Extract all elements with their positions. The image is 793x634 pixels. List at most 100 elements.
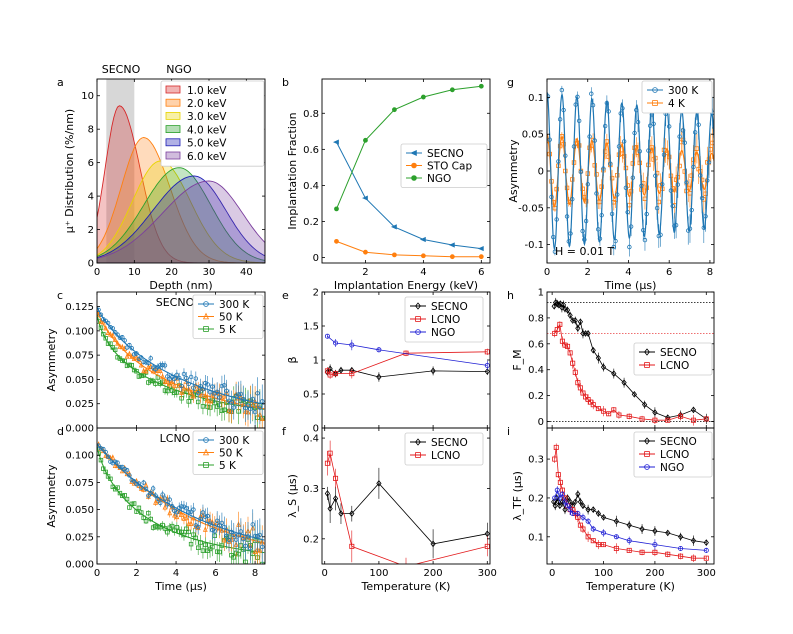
data-point xyxy=(236,533,241,538)
data-point xyxy=(651,121,656,126)
data-point xyxy=(639,549,645,555)
data-point xyxy=(477,245,484,252)
data-point xyxy=(652,87,658,93)
data-point xyxy=(703,555,709,561)
data-point xyxy=(179,529,184,535)
data-point xyxy=(571,144,577,149)
data-point xyxy=(649,145,655,150)
data-point xyxy=(595,542,601,548)
data-point xyxy=(105,454,111,459)
data-point xyxy=(238,391,244,397)
data-point xyxy=(172,376,177,382)
data-point xyxy=(205,513,210,519)
data-point xyxy=(184,375,189,381)
data-point xyxy=(172,512,177,518)
y-tick-label: 0.1 xyxy=(528,532,544,543)
data-point xyxy=(162,526,168,531)
data-point xyxy=(415,329,421,335)
data-point xyxy=(160,492,165,497)
data-point xyxy=(138,361,144,368)
legend-entry: 50 K xyxy=(219,447,244,459)
data-point xyxy=(219,520,225,526)
data-point xyxy=(162,388,168,393)
data-point xyxy=(200,387,206,392)
data-point xyxy=(97,443,101,448)
data-point xyxy=(690,417,696,423)
data-point xyxy=(557,117,563,122)
data-point xyxy=(248,406,253,412)
legend-swatch xyxy=(165,138,181,147)
data-point xyxy=(324,368,330,374)
legend-swatch xyxy=(165,98,181,107)
x-tick-label: 4 xyxy=(625,267,631,278)
data-point xyxy=(582,237,587,242)
data-point xyxy=(611,370,617,377)
data-point xyxy=(572,369,578,375)
data-point xyxy=(129,363,134,368)
data-point xyxy=(595,406,601,412)
data-point xyxy=(419,236,426,243)
y-axis-label: Asymmetry xyxy=(507,139,520,203)
data-point xyxy=(105,341,111,346)
x-axis-label: Temperature (K) xyxy=(585,580,675,593)
data-point xyxy=(705,178,710,183)
data-point xyxy=(165,502,170,507)
data-point xyxy=(134,509,139,514)
data-point xyxy=(219,383,225,389)
series-line xyxy=(336,240,482,258)
data-point xyxy=(162,378,168,384)
data-point xyxy=(590,402,596,408)
y-tick-label: 0 xyxy=(538,417,544,428)
data-point xyxy=(600,514,607,521)
data-point xyxy=(165,374,170,379)
y-tick-label: 0.000 xyxy=(65,560,94,571)
data-point xyxy=(198,540,203,545)
y-tick-label: 0.000 xyxy=(65,424,94,435)
data-point xyxy=(668,188,674,193)
data-point xyxy=(585,506,591,513)
data-point xyxy=(167,509,173,516)
data-point xyxy=(177,375,182,381)
data-point xyxy=(615,173,620,178)
data-point xyxy=(179,383,184,389)
data-point xyxy=(658,232,663,237)
data-point xyxy=(694,146,700,151)
y-tick-label: 0.1 xyxy=(528,93,544,104)
data-point xyxy=(652,549,658,555)
data-point xyxy=(198,384,203,389)
data-point xyxy=(349,371,355,377)
y-tick-label: 0 xyxy=(538,167,544,178)
data-point xyxy=(324,490,331,497)
y-tick-label: 8 xyxy=(88,125,94,136)
data-point xyxy=(626,547,632,553)
data-point xyxy=(567,350,573,356)
panel-label: g xyxy=(507,76,514,89)
data-point xyxy=(186,399,191,404)
data-point xyxy=(117,343,123,349)
data-point xyxy=(644,348,650,356)
data-point xyxy=(678,413,684,419)
data-point xyxy=(245,534,251,539)
data-point xyxy=(420,94,426,100)
data-point xyxy=(557,502,563,510)
data-point xyxy=(162,504,168,510)
data-point xyxy=(101,466,106,471)
data-point xyxy=(136,481,142,486)
data-point xyxy=(155,496,161,502)
data-point xyxy=(210,384,215,389)
data-point xyxy=(177,529,182,534)
data-point xyxy=(181,532,187,538)
plot-area-a xyxy=(97,79,265,263)
data-point xyxy=(179,389,185,395)
data-point xyxy=(200,510,206,515)
data-point xyxy=(576,118,582,124)
data-point xyxy=(404,564,408,568)
data-point xyxy=(148,490,153,496)
data-point xyxy=(103,449,108,455)
data-point xyxy=(134,354,139,360)
data-point xyxy=(484,368,490,375)
data-point xyxy=(217,395,222,400)
series-line xyxy=(336,141,482,250)
data-point xyxy=(327,372,333,378)
